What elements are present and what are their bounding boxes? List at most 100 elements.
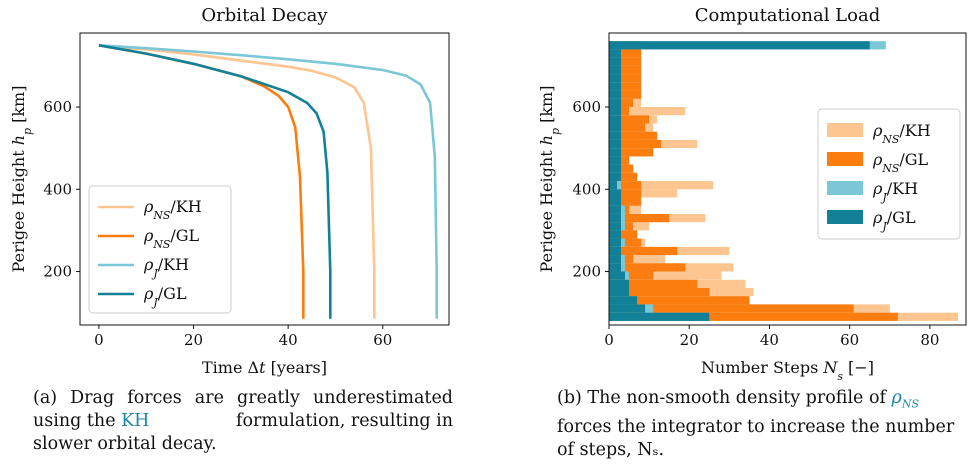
caption-a: (a) Drag forces are greatly underestimat… (33, 387, 453, 456)
chart-b-bar (609, 148, 654, 157)
chart-b-bar (609, 214, 621, 223)
chart-b-bar (609, 57, 642, 66)
chart-b-bar (609, 107, 686, 116)
chart-b-legend-label: ρNS/GL (872, 150, 929, 175)
chart-b-xtick-label: 60 (840, 331, 859, 349)
chart-b-legend-swatch (827, 152, 863, 166)
caption-b-rho-link[interactable]: ρNS (892, 388, 920, 411)
chart-a-ytick-label: 200 (43, 263, 72, 281)
chart-b-ytick-label: 600 (572, 98, 601, 116)
chart-b-bar (609, 74, 642, 83)
chart-b-ylabel: Perigee Height hp [km] (537, 86, 562, 273)
chart-a-series-line (98, 44, 332, 319)
chart-a-ytick-label: 600 (43, 98, 72, 116)
chart-b-bar (609, 90, 621, 99)
chart-b-xtick-label: 20 (680, 331, 699, 349)
chart-a-series-line (98, 44, 438, 319)
chart-a-title: Orbital Decay (201, 5, 328, 26)
caption-a-line-2-pre: using the (33, 411, 122, 431)
chart-b-bar (609, 263, 621, 272)
chart-b-ytick-label: 200 (572, 263, 601, 281)
chart-b-bar (609, 131, 621, 140)
chart-a-xtick-label: 40 (279, 331, 298, 349)
caption-a-line-1: (a) Drag forces are greatly underestimat… (33, 388, 453, 408)
chart-a-xtick-label: 20 (184, 331, 203, 349)
chart-a-xtick-label: 0 (94, 331, 104, 349)
chart-a-frame (79, 32, 450, 326)
chart-b-bar (609, 172, 638, 181)
chart-b-frame (608, 32, 967, 326)
chart-b-bar (609, 238, 621, 247)
chart-b-bar (609, 172, 621, 181)
chart-b-bar (609, 139, 662, 149)
chart-b-legend-swatch (827, 181, 863, 195)
chart-b-bar (609, 49, 642, 58)
chart-b-bar (609, 98, 634, 107)
chart-b-bar (609, 296, 638, 305)
chart-b-bar (609, 115, 621, 124)
chart-a-legend-label: ρJ/KH (143, 255, 189, 280)
chart-b-title: Computational Load (695, 5, 880, 26)
chart-b-bar (609, 288, 710, 297)
chart-b-bar (609, 230, 621, 239)
chart-b-bar (609, 197, 621, 206)
chart-b-bar (609, 90, 642, 99)
chart-b-bar (609, 164, 634, 173)
chart-a-legend (88, 185, 232, 314)
chart-b-bar (609, 271, 625, 280)
chart-b-bar (609, 57, 621, 66)
chart-b-ytick-label: 400 (572, 180, 601, 198)
chart-b-bar (609, 312, 898, 321)
chart-b-bar (609, 205, 621, 214)
chart-b-bar (609, 49, 621, 58)
chart-b-bar (609, 255, 621, 264)
chart-b-bar (609, 263, 686, 272)
chart-b-bar (609, 238, 642, 247)
caption-a-line-3: slower orbital decay. (33, 434, 217, 454)
chart-b-bar (609, 279, 698, 288)
chart-a-legend-label: ρNS/KH (143, 197, 202, 222)
chart-b-bar (609, 189, 621, 198)
chart-b-legend-label: ρNS/KH (872, 121, 931, 146)
chart-b-bar (609, 82, 621, 91)
chart-b-bar (609, 255, 666, 264)
chart-b-bar (609, 139, 621, 149)
chart-b-bar (609, 222, 621, 231)
chart-b-bar (609, 148, 621, 157)
chart-b-bar (609, 246, 621, 256)
chart-a-ylabel: Perigee Height hp [km] (9, 86, 34, 273)
chart-b-bar (609, 41, 870, 50)
chart-b-bar (609, 181, 714, 190)
caption-a-kh-link[interactable]: KH (121, 411, 150, 431)
chart-b-legend-swatch (827, 123, 863, 137)
chart-b-xtick-label: 40 (760, 331, 779, 349)
chart-b-bar (609, 214, 670, 223)
chart-b-bar (609, 271, 654, 280)
chart-b-bar (609, 189, 642, 198)
chart-b-bar (609, 123, 621, 132)
chart-b-bar (609, 288, 630, 297)
chart-b-legend-swatch (827, 210, 863, 224)
chart-b-bar (609, 65, 621, 75)
chart-b-bar (609, 82, 642, 91)
chart-b-bar (609, 74, 621, 83)
chart-a-legend-label: ρNS/GL (143, 226, 200, 251)
chart-b-legend-label: ρJ/KH (872, 179, 918, 204)
chart-b-bar (609, 107, 621, 116)
chart-a-ytick-label: 400 (43, 180, 72, 198)
caption-b-rho-sub: NS (901, 397, 920, 411)
caption-b-line-3: of steps, Nₛ. (557, 439, 665, 460)
chart-b-bar (609, 181, 642, 190)
chart-b-bar (609, 156, 621, 165)
chart-b-bar (609, 98, 621, 107)
chart-b-legend-label: ρJ/GL (872, 208, 916, 233)
chart-b-legend (817, 108, 961, 240)
chart-b-bar (609, 246, 678, 256)
chart-b-bar (609, 181, 617, 190)
chart-a-legend-label: ρJ/GL (143, 284, 187, 309)
chart-a-series-line (98, 44, 376, 319)
chart-b-bar (609, 304, 646, 313)
chart-b-bar (609, 271, 722, 280)
chart-b-bar (609, 279, 630, 288)
